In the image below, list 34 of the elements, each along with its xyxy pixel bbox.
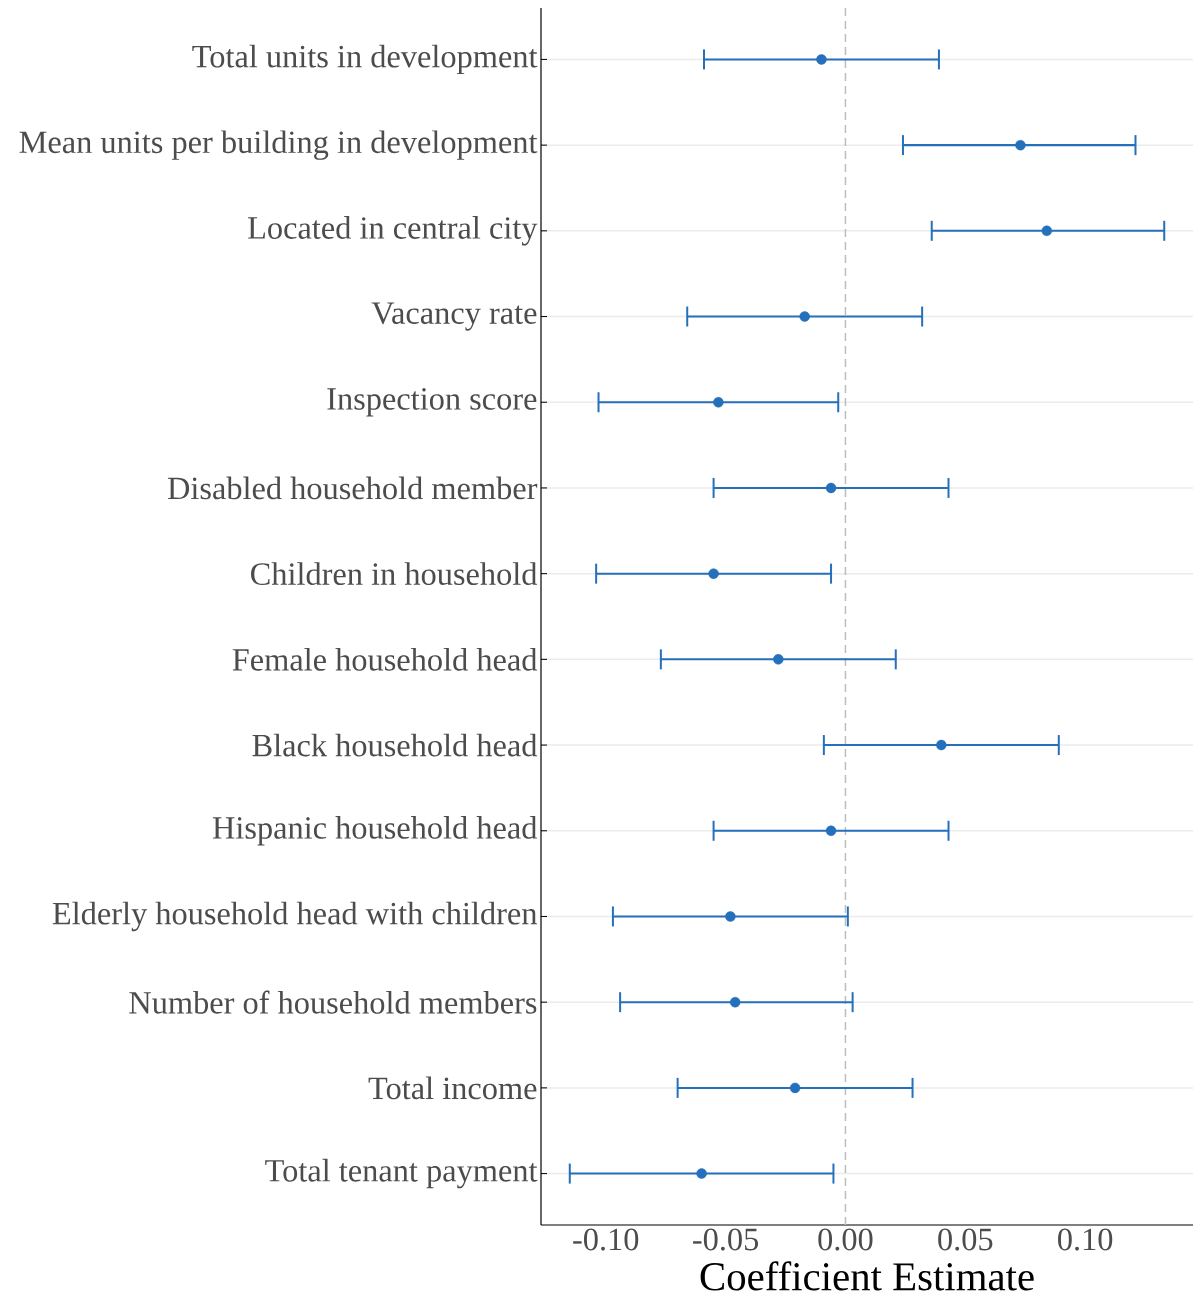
y-tick-label: Disabled household member (167, 476, 538, 500)
point (1015, 139, 1026, 151)
y-tick-label: Mean units per building in development (19, 130, 538, 160)
y-tick-label: Vacancy rate (371, 302, 537, 331)
point (696, 1168, 707, 1179)
point (789, 1082, 801, 1094)
x-tick-label: 0.05 (938, 1228, 993, 1251)
y-tick-label: Children in household (251, 562, 538, 586)
point (799, 311, 810, 322)
y-tick-label: Total tenant payment (265, 1158, 538, 1189)
point (773, 654, 784, 665)
x-axis-title: Coefficient Estimate (700, 1261, 1034, 1291)
x-tick-label: 0.10 (1058, 1228, 1113, 1251)
y-tick-label: Female household head (232, 647, 538, 671)
point (1041, 225, 1052, 237)
point (725, 911, 736, 922)
point (816, 54, 827, 65)
y-tick-label: Total units in development (192, 44, 538, 75)
point (708, 568, 719, 579)
point (825, 825, 837, 836)
y-tick-label: Total income (368, 1076, 537, 1100)
y-tick-label: Black household head (252, 733, 538, 757)
point (936, 739, 947, 751)
x-tick-label: 0.00 (818, 1228, 873, 1251)
y-tick-label: Number of household members (129, 990, 537, 1014)
point (729, 996, 741, 1008)
point (713, 397, 724, 408)
x-tick-label: -0.10 (573, 1228, 639, 1251)
y-tick-label: Elderly household head with children (52, 901, 538, 932)
y-tick-label: Inspection score (327, 388, 537, 417)
point (825, 482, 837, 494)
x-tick-label: -0.05 (693, 1228, 759, 1251)
y-tick-label: Located in central city (248, 216, 538, 246)
y-tick-label: Hispanic household head (212, 816, 538, 846)
